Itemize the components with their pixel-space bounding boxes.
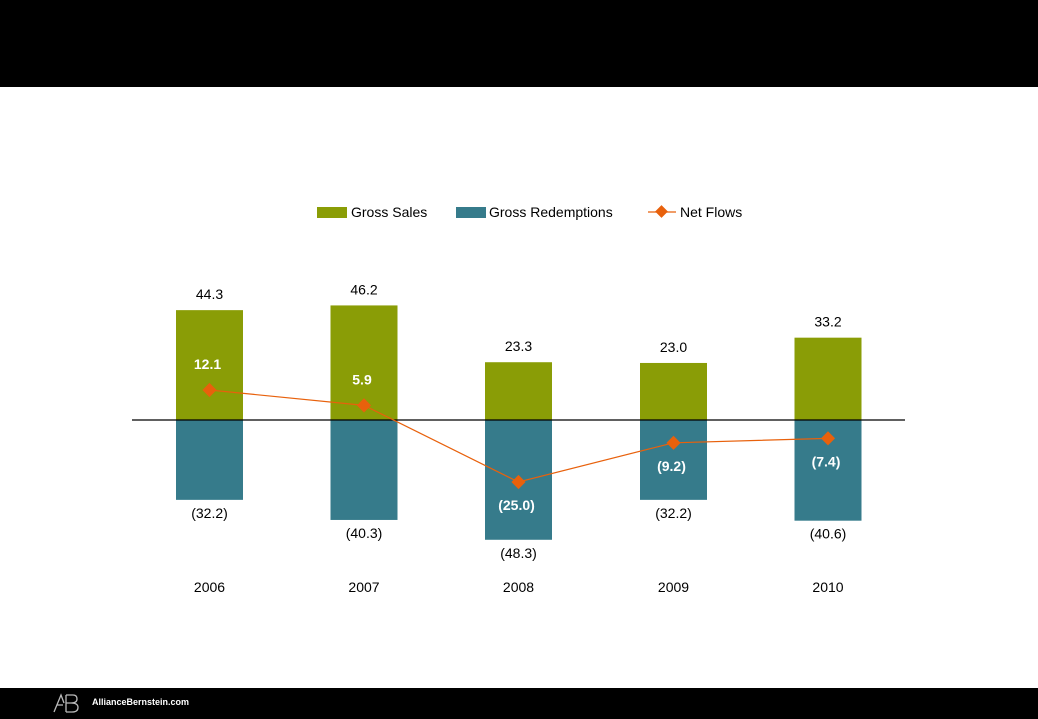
data-label-gross-sales-2008: 23.3 bbox=[505, 338, 532, 354]
x-tick-label-2007: 2007 bbox=[348, 579, 379, 595]
bar-gross-sales-2009 bbox=[640, 362, 707, 420]
header-bar bbox=[0, 0, 1038, 87]
alliancebernstein-logo bbox=[53, 693, 79, 713]
data-label-net-flows-2009: (9.2) bbox=[657, 458, 686, 474]
plot-area: 44.3 (32.2) 2006 46.2 (40.3) 2007 23.3 (48.3) 20… bbox=[132, 281, 905, 595]
bar-gross-sales-2008 bbox=[485, 362, 552, 420]
data-label-gross-redemptions-2010: (40.6) bbox=[810, 526, 847, 542]
marker-net-flows-2007 bbox=[356, 398, 372, 413]
bar-gross-redemptions-2009 bbox=[640, 420, 707, 500]
legend-marker-net-flows bbox=[655, 205, 668, 218]
legend-swatch-gross-sales bbox=[317, 207, 347, 218]
marker-net-flows-2010 bbox=[820, 431, 836, 446]
marker-net-flows-2006 bbox=[202, 382, 217, 398]
data-label-gross-sales-2009: 23.0 bbox=[660, 339, 687, 355]
legend-label-gross-redemptions: Gross Redemptions bbox=[489, 204, 613, 220]
data-label-net-flows-2008: (25.0) bbox=[498, 497, 535, 513]
footer-website: AllianceBernstein.com bbox=[92, 697, 190, 707]
data-label-gross-sales-2007: 46.2 bbox=[350, 281, 377, 297]
legend-label-gross-sales: Gross Sales bbox=[351, 204, 427, 220]
x-tick-label-2006: 2006 bbox=[194, 579, 225, 595]
data-label-gross-sales-2006: 44.3 bbox=[196, 286, 223, 302]
bar-gross-redemptions-2007 bbox=[330, 420, 398, 520]
bar-gross-sales-2010 bbox=[794, 337, 862, 420]
data-label-gross-redemptions-2007: (40.3) bbox=[346, 525, 383, 541]
x-tick-label-2009: 2009 bbox=[658, 579, 689, 595]
data-label-gross-redemptions-2008: (48.3) bbox=[500, 545, 537, 561]
data-label-gross-sales-2010: 33.2 bbox=[814, 314, 841, 330]
legend-swatch-gross-redemptions bbox=[456, 207, 486, 218]
bar-gross-redemptions-2006 bbox=[176, 420, 243, 500]
x-tick-label-2008: 2008 bbox=[503, 579, 534, 595]
data-label-gross-redemptions-2009: (32.2) bbox=[655, 505, 692, 521]
legend-label-net-flows: Net Flows bbox=[680, 204, 742, 220]
legend: Gross Sales Gross Redemptions Net Flows bbox=[317, 204, 742, 220]
data-label-gross-redemptions-2006: (32.2) bbox=[191, 505, 228, 521]
data-label-net-flows-2007: 5.9 bbox=[352, 371, 372, 387]
data-label-net-flows-2006: 12.1 bbox=[194, 356, 221, 372]
footer-bar bbox=[0, 688, 1038, 719]
marker-net-flows-2008 bbox=[511, 474, 526, 490]
data-label-net-flows-2010: (7.4) bbox=[812, 453, 841, 469]
x-tick-label-2010: 2010 bbox=[812, 579, 843, 595]
marker-net-flows-2009 bbox=[666, 435, 681, 450]
bar-gross-sales-2006 bbox=[176, 310, 243, 420]
